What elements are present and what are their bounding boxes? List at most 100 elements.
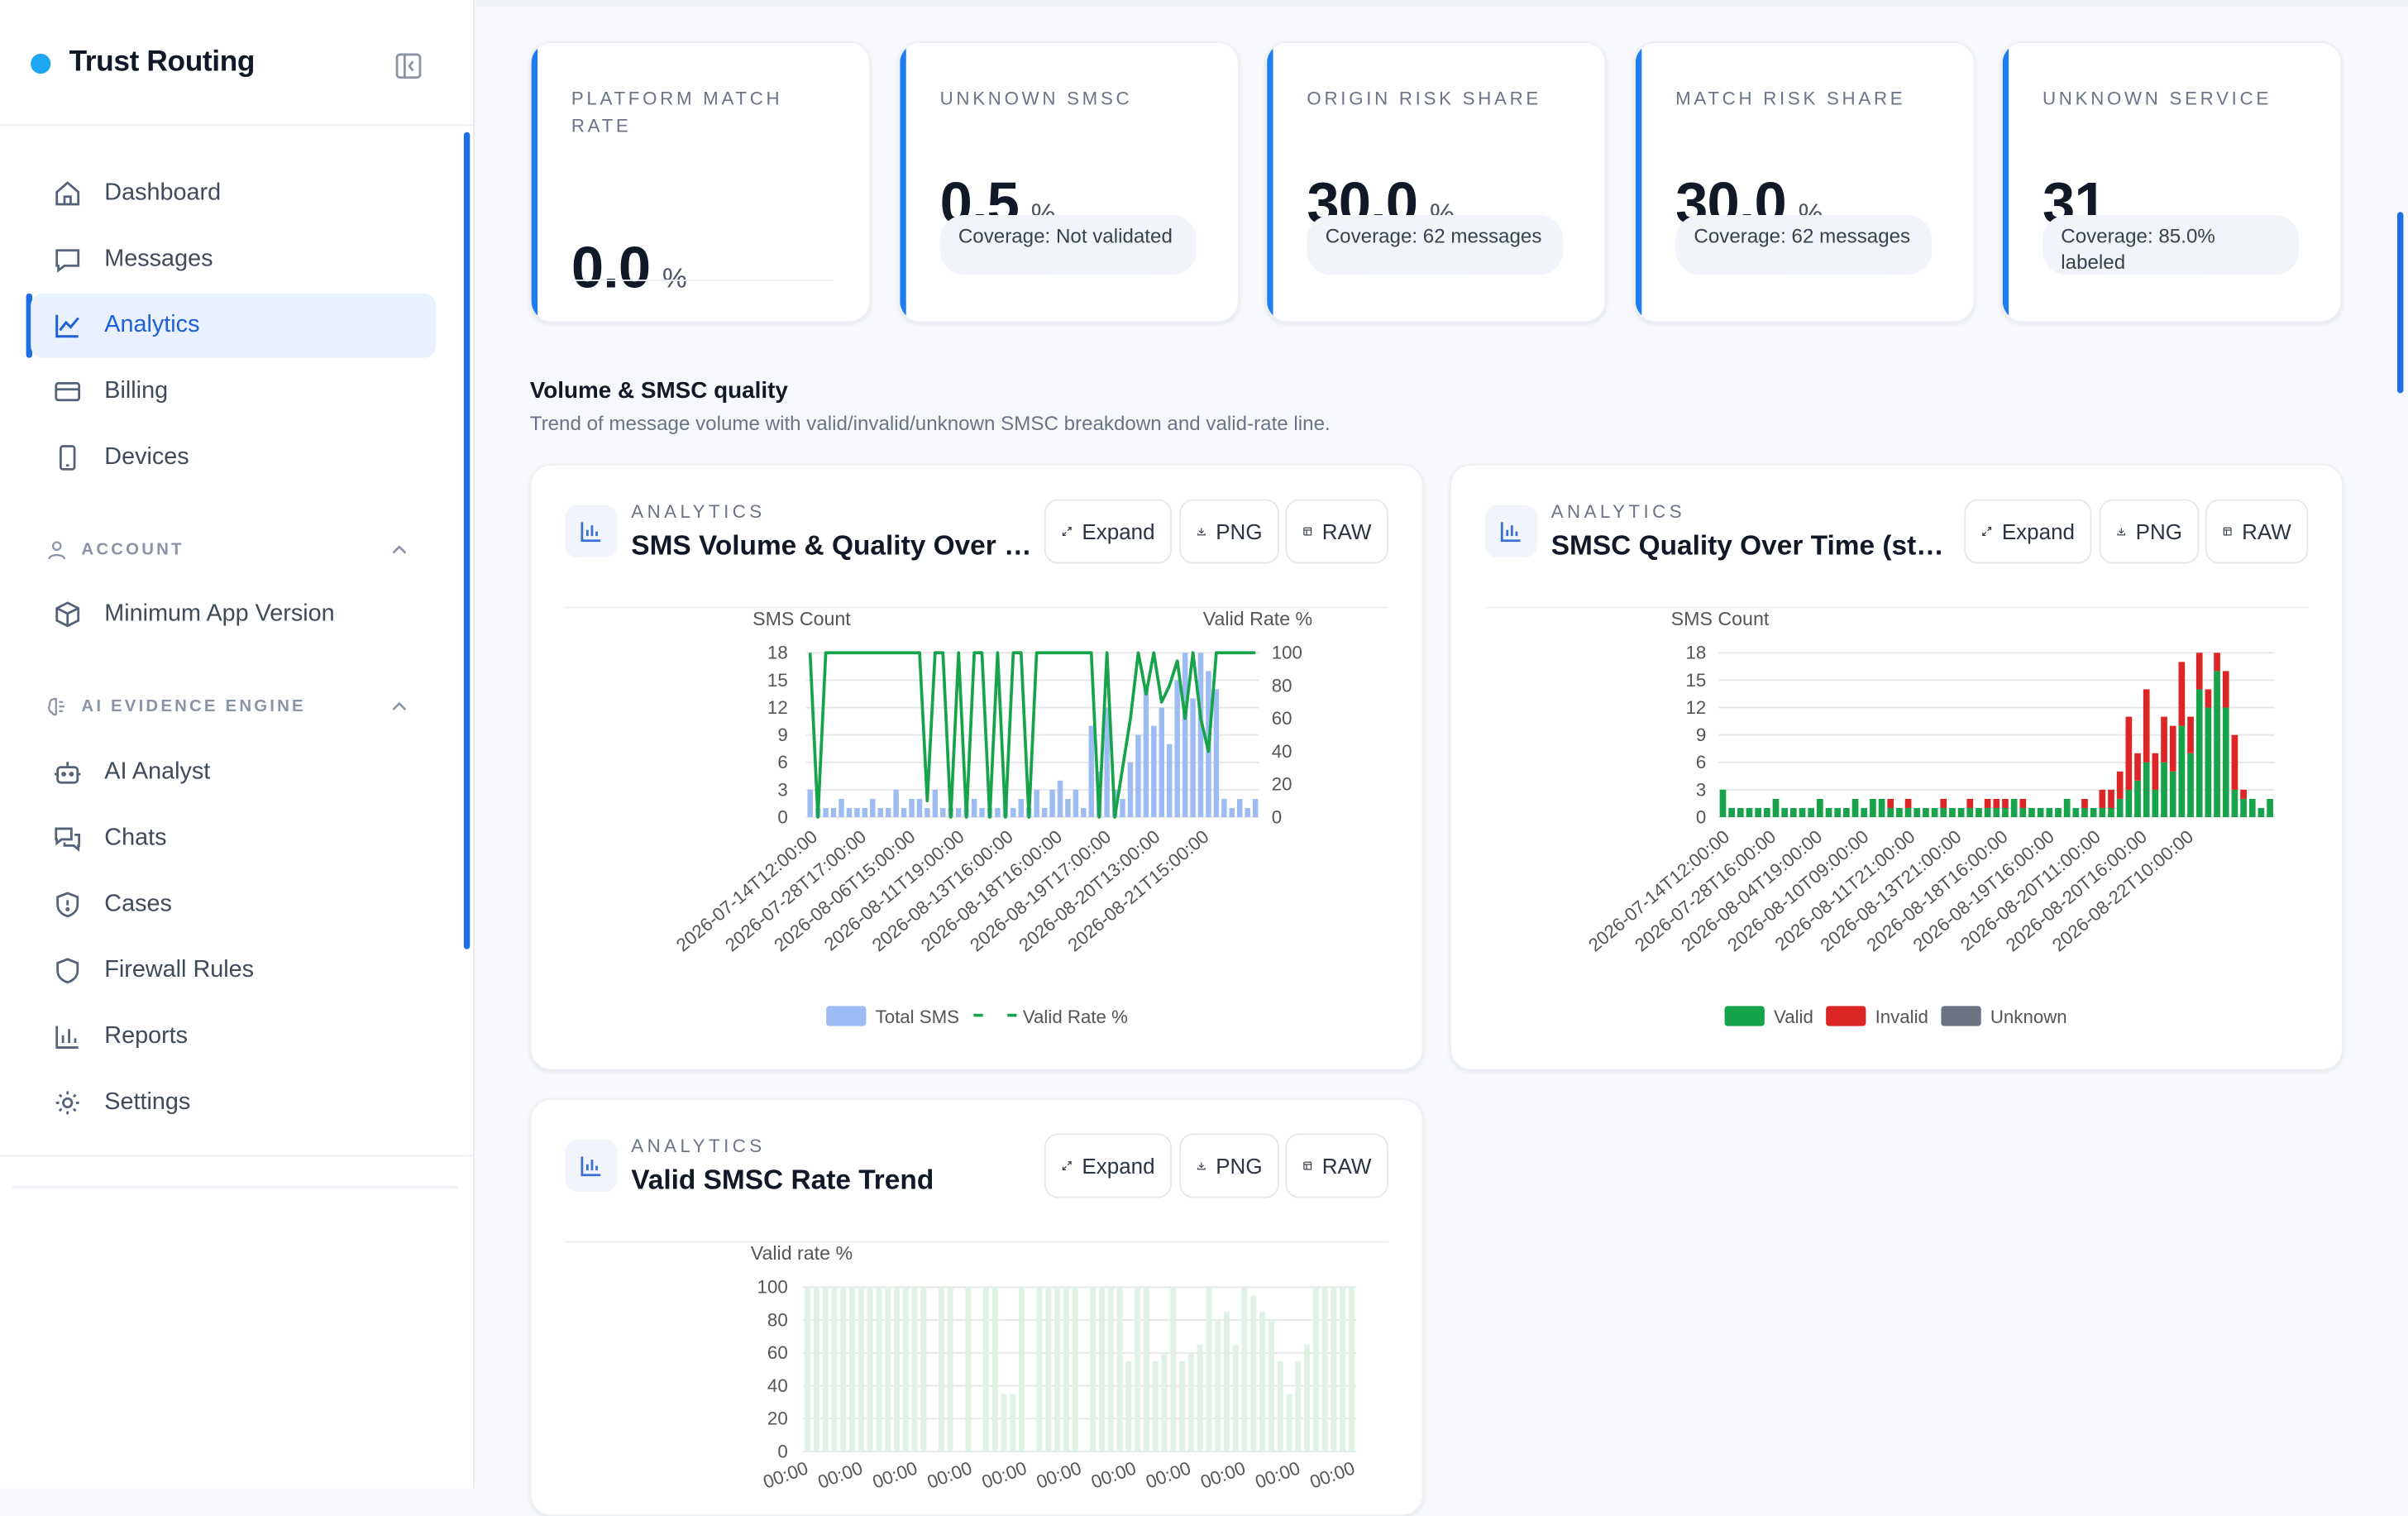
top-edge	[475, 0, 2408, 7]
bar	[955, 807, 962, 817]
bar	[947, 1287, 953, 1451]
expand-button[interactable]: Expand	[1964, 499, 2092, 564]
sidebar-item-dashboard[interactable]: Dashboard	[31, 161, 436, 226]
bar	[1190, 698, 1196, 817]
bar	[940, 807, 946, 817]
bar	[971, 798, 977, 817]
bar	[1187, 1352, 1194, 1451]
bar	[854, 807, 860, 817]
stat-card-unknown-service: UNKNOWN SERVICE 31 Coverage: 85.0% label…	[2000, 41, 2343, 323]
y-tick-label-right: 0	[1272, 806, 1282, 827]
sidebar-divider	[0, 124, 473, 127]
sidebar-item-label: Firewall Rules	[104, 957, 255, 983]
bar	[1143, 1287, 1149, 1451]
sidebar-item-ai-analyst[interactable]: AI Analyst	[31, 740, 436, 805]
chevron-up-icon[interactable]	[390, 697, 408, 715]
brand[interactable]: Trust Routing	[31, 46, 255, 80]
active-indicator	[26, 293, 32, 358]
bar	[1054, 1287, 1061, 1451]
y-tick-label: 60	[767, 1342, 788, 1363]
raw-button[interactable]: RAW	[2205, 499, 2309, 564]
bar	[1125, 1361, 1132, 1451]
sidebar-item-settings[interactable]: Settings	[31, 1070, 436, 1135]
bar-invalid	[2187, 716, 2194, 753]
png-button[interactable]: PNG	[2099, 499, 2200, 564]
sidebar-collapse-icon[interactable]	[393, 50, 423, 81]
bar	[885, 1287, 891, 1451]
bar	[885, 807, 891, 817]
sidebar-item-devices[interactable]: Devices	[31, 425, 436, 490]
page-scrollbar[interactable]	[2397, 212, 2404, 394]
bar-valid	[2231, 789, 2238, 817]
expand-icon	[1982, 527, 1992, 536]
sidebar-item-label: Analytics	[104, 312, 200, 338]
bar-invalid	[1904, 798, 1912, 808]
bar-valid	[1755, 807, 1762, 817]
sidebar-item-minimum-app-version[interactable]: Minimum App Version	[31, 582, 436, 647]
raw-button[interactable]: RAW	[1285, 1133, 1388, 1198]
x-tick-label: 00:00	[1143, 1457, 1193, 1493]
x-tick-label: 00:00	[1307, 1457, 1358, 1493]
bar-invalid	[1940, 798, 1947, 808]
expand-button[interactable]: Expand	[1044, 1133, 1172, 1198]
raw-button[interactable]: RAW	[1285, 499, 1388, 564]
brand-dot-icon	[31, 53, 51, 74]
bar	[1049, 789, 1055, 817]
sidebar-item-chats[interactable]: Chats	[31, 806, 436, 871]
sidebar: Trust Routing Dashboard Messages Analyti…	[0, 0, 475, 1489]
bar	[938, 1287, 944, 1451]
x-tick-label: 00:00	[924, 1457, 975, 1493]
legend-swatch-invalid	[1826, 1006, 1866, 1026]
bar	[1179, 1361, 1186, 1451]
bar-valid	[1931, 807, 1938, 817]
bar	[1001, 1394, 1007, 1451]
section-title: AI EVIDENCE ENGINE	[81, 697, 306, 716]
bar	[1010, 807, 1016, 817]
x-tick-label: 00:00	[870, 1457, 920, 1493]
bar	[1223, 1312, 1230, 1451]
bar-valid	[1870, 798, 1876, 817]
table-icon	[2223, 527, 2232, 536]
stat-label: MATCH RISK SHARE	[1675, 87, 1906, 109]
bar	[1295, 1361, 1302, 1451]
section-ai-header[interactable]: AI EVIDENCE ENGINE	[46, 694, 421, 719]
bar	[807, 789, 813, 817]
sidebar-item-label: Reports	[104, 1022, 189, 1050]
bar-valid	[1799, 807, 1806, 817]
sidebar-item-label: Messages	[104, 246, 213, 272]
sidebar-item-reports[interactable]: Reports	[31, 1005, 436, 1069]
png-button[interactable]: PNG	[1179, 1133, 1279, 1198]
x-tick-label: 00:00	[1197, 1457, 1248, 1493]
chevron-up-icon[interactable]	[390, 541, 408, 559]
x-tick-label: 00:00	[979, 1457, 1030, 1493]
bar	[830, 807, 837, 817]
bar	[965, 1287, 972, 1451]
section-account-header[interactable]: ACCOUNT	[46, 538, 421, 562]
chart-eyebrow: ANALYTICS	[1550, 500, 1686, 523]
card-divider	[1484, 606, 2309, 609]
bar-valid	[2028, 807, 2035, 817]
y-axis-label-left: SMS Count	[752, 608, 851, 629]
sidebar-item-analytics[interactable]: Analytics	[31, 293, 437, 358]
stat-unit: %	[662, 262, 687, 294]
bar	[920, 1287, 927, 1451]
bar-invalid	[2205, 689, 2212, 708]
bar-valid	[2222, 707, 2229, 817]
bar	[901, 807, 907, 817]
bar-valid	[1984, 807, 1991, 817]
sidebar-scrollbar[interactable]	[463, 132, 471, 949]
bar-valid	[2081, 807, 2088, 817]
sidebar-item-firewall-rules[interactable]: Firewall Rules	[31, 939, 436, 1003]
x-tick-label: 00:00	[1034, 1457, 1084, 1493]
sidebar-item-messages[interactable]: Messages	[31, 227, 436, 292]
bar-valid	[2125, 789, 2133, 817]
sidebar-item-cases[interactable]: Cases	[31, 873, 436, 937]
png-button[interactable]: PNG	[1179, 499, 1279, 564]
bar	[846, 807, 853, 817]
stat-card-platform-match-rate: PLATFORM MATCH RATE 0.0%	[529, 41, 871, 323]
expand-button[interactable]: Expand	[1044, 499, 1172, 564]
stat-label: UNKNOWN SERVICE	[2042, 87, 2272, 109]
chart-sms-volume-quality: SMS Count Valid Rate % 18 15 12 9 6 3 0 100 80 60 40…	[672, 608, 1312, 1027]
sidebar-item-billing[interactable]: Billing	[31, 360, 436, 424]
stat-label: ORIGIN RISK SHARE	[1307, 87, 1541, 109]
